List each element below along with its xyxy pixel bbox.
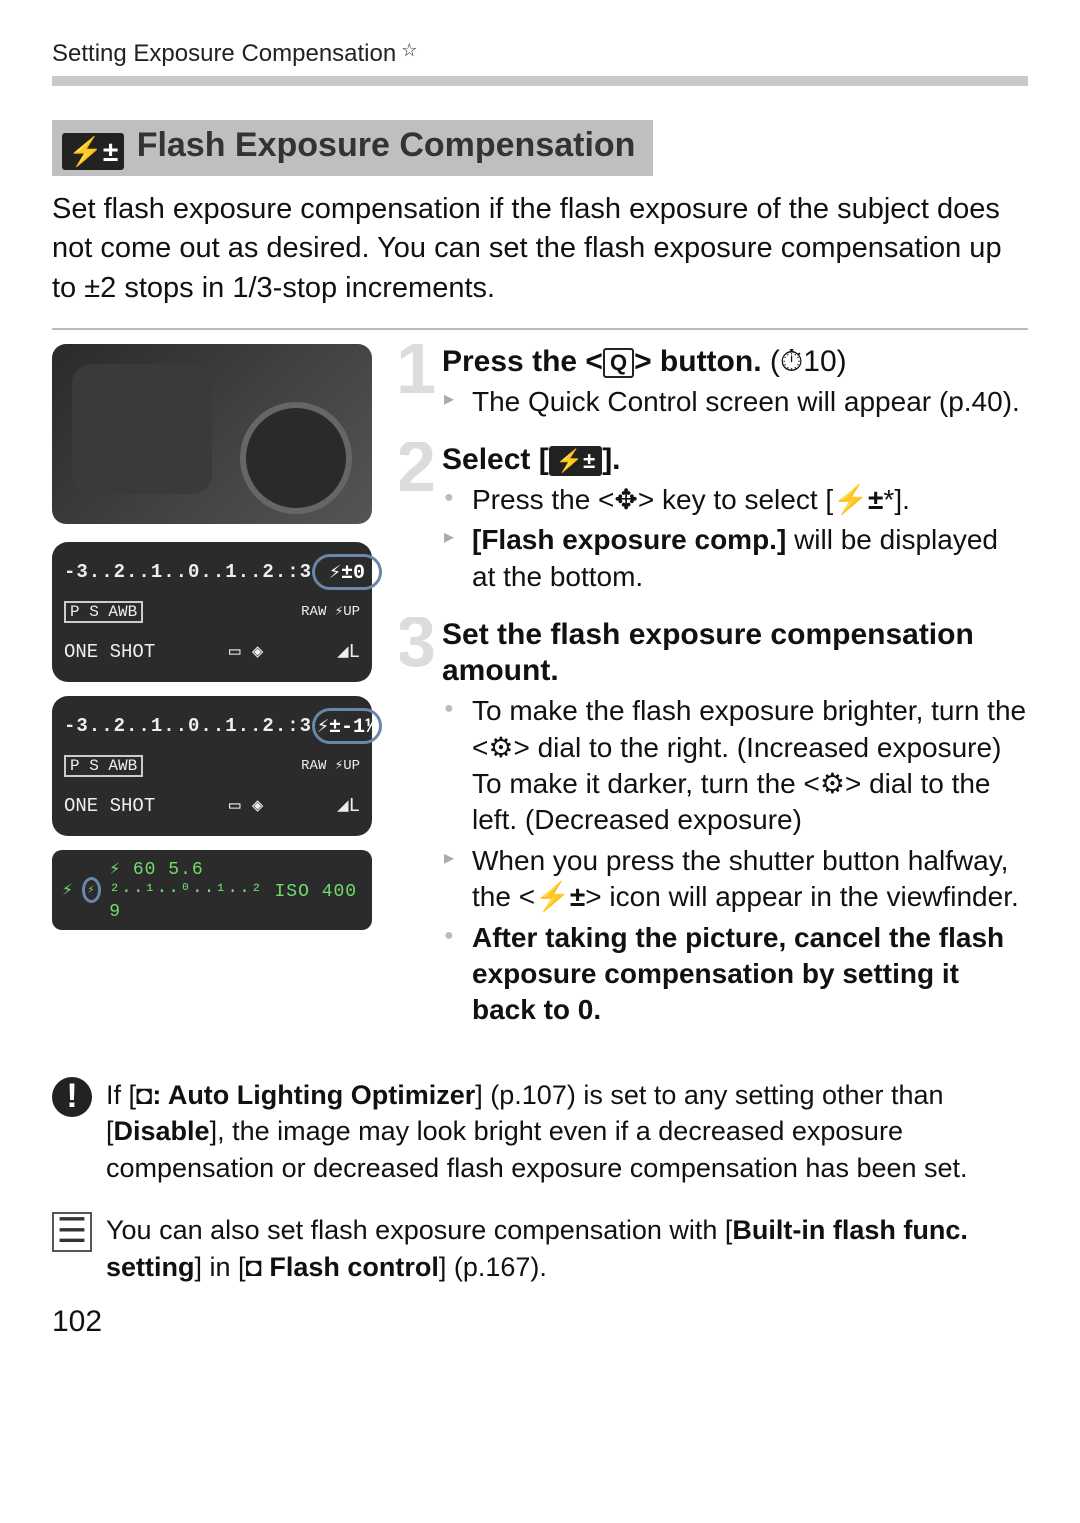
step-3-item: When you press the shutter button halfwa… xyxy=(444,843,1028,916)
lcd-screen-1: -3..2..1..0..1..2.:3 ⚡±0 P S AWB RAW ⚡UP… xyxy=(52,542,372,682)
flash-comp-icon: ⚡± xyxy=(549,446,602,476)
step-2-item: [Flash exposure comp.] will be displayed… xyxy=(444,522,1028,595)
lcd-screen-2: -3..2..1..0..1..2.:3 ⚡±-1⅓ P S AWB RAW ⚡… xyxy=(52,696,372,836)
q-button-icon: Q xyxy=(603,348,634,378)
intro-rule xyxy=(52,328,1028,330)
running-header: Setting Exposure Compensation ☆ xyxy=(52,40,1028,68)
step-2: 2 Select [⚡±]. Press the <✥> key to sele… xyxy=(400,442,1028,595)
flash-comp-pill: ⚡±0 xyxy=(312,554,382,590)
section-heading: ⚡± Flash Exposure Compensation xyxy=(52,120,653,176)
info-icon: ☰ xyxy=(52,1212,92,1252)
flash-comp-icon: ⚡± xyxy=(62,133,124,170)
header-rule xyxy=(52,76,1028,86)
step-3-item: To make the flash exposure brighter, tur… xyxy=(444,693,1028,839)
step-3: 3 Set the flash exposure compensation am… xyxy=(400,617,1028,1029)
step-1-item: The Quick Control screen will appear (p.… xyxy=(444,384,1028,420)
steps-column: 1 Press the <Q> button. (⏱10) The Quick … xyxy=(400,344,1028,1051)
step-2-item: Press the <✥> key to select [⚡±*]. xyxy=(444,482,1028,518)
vf-highlight-icon: ⚡ xyxy=(82,877,101,903)
viewfinder-bar: ⚡⚡ ⚡ 60 5.6 ²··¹··⁰··¹··² ISO 400 9 xyxy=(52,850,372,930)
camera-illustration xyxy=(52,344,372,524)
intro-paragraph: Set flash exposure compensation if the f… xyxy=(52,190,1028,307)
step-1: 1 Press the <Q> button. (⏱10) The Quick … xyxy=(400,344,1028,420)
page-number: 102 xyxy=(52,1305,1028,1339)
info-note: ☰ You can also set flash exposure compen… xyxy=(52,1212,1028,1285)
step-3-item: After taking the picture, cancel the fla… xyxy=(444,920,1028,1029)
caution-icon: ! xyxy=(52,1077,92,1117)
flash-comp-pill: ⚡±-1⅓ xyxy=(312,708,382,744)
caution-note: ! If [◘: Auto Lighting Optimizer] (p.107… xyxy=(52,1077,1028,1186)
